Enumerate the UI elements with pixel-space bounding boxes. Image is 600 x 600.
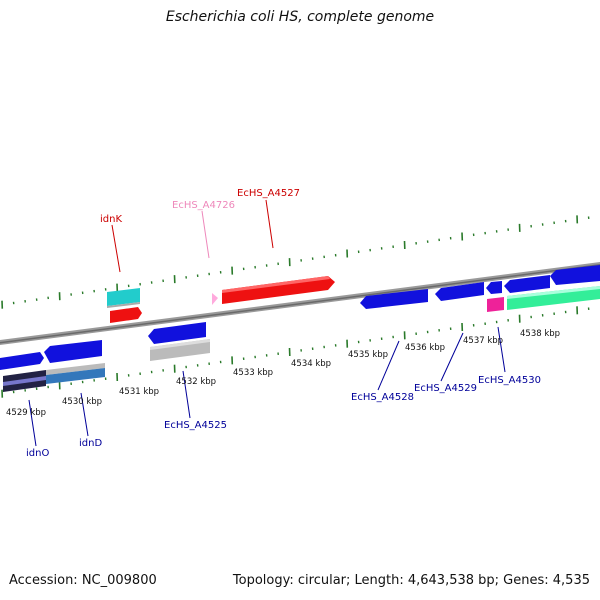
feature-EcHS_A4726[interactable] [212, 293, 218, 305]
feature-EcHS_A4527[interactable] [222, 276, 335, 304]
label-EcHS_A4529[interactable]: EcHS_A4529 [414, 383, 477, 394]
scale-label: 4535 kbp [348, 350, 388, 360]
feature-EcHS_A4529[interactable] [435, 282, 484, 301]
feature-EcHS_A4528[interactable] [360, 289, 428, 309]
label-EcHS_A4528[interactable]: EcHS_A4528 [351, 392, 414, 403]
reverse-strand-features [0, 265, 600, 392]
feature-unlabeled-right[interactable] [504, 265, 600, 310]
scale-labels: 4529 kbp 4530 kbp 4531 kbp 4532 kbp 4533… [6, 329, 560, 418]
scale-label: 4530 kbp [62, 397, 102, 407]
label-idnO[interactable]: idnO [26, 448, 49, 459]
scale-label: 4536 kbp [405, 343, 445, 353]
topology-label: Topology: circular; Length: 4,643,538 bp… [232, 573, 590, 588]
forward-strand-features [107, 276, 335, 323]
accession-label: Accession: NC_009800 [9, 573, 157, 588]
scale-label: 4529 kbp [6, 408, 46, 418]
scale-label: 4531 kbp [119, 387, 159, 397]
label-EcHS_A4726[interactable]: EcHS_A4726 [172, 200, 235, 211]
feature-idnK[interactable] [107, 288, 142, 323]
genome-title: Escherichia coli HS, complete genome [165, 9, 435, 25]
label-EcHS_A4530[interactable]: EcHS_A4530 [478, 375, 541, 386]
feature-EcHS_A4525[interactable] [148, 322, 210, 361]
scale-label: 4537 kbp [463, 336, 503, 346]
label-leaders [28, 199, 506, 447]
label-idnD[interactable]: idnD [79, 438, 102, 449]
label-EcHS_A4527[interactable]: EcHS_A4527 [237, 188, 300, 199]
label-idnK[interactable]: idnK [100, 214, 122, 225]
genome-backbone [0, 262, 600, 345]
label-EcHS_A4525[interactable]: EcHS_A4525 [164, 420, 227, 431]
scale-label: 4538 kbp [520, 329, 560, 339]
lower-scale-track [1, 306, 590, 398]
scale-label: 4533 kbp [233, 368, 273, 378]
feature-idnD[interactable] [44, 340, 105, 384]
feature-idnO[interactable] [0, 352, 46, 392]
feature-labels: idnK EcHS_A4726 EcHS_A4527 idnO idnD EcH… [26, 188, 541, 459]
scale-label: 4532 kbp [176, 377, 216, 387]
upper-scale-track [1, 215, 590, 309]
scale-label: 4534 kbp [291, 359, 331, 369]
feature-EcHS_A4530[interactable] [486, 281, 504, 312]
